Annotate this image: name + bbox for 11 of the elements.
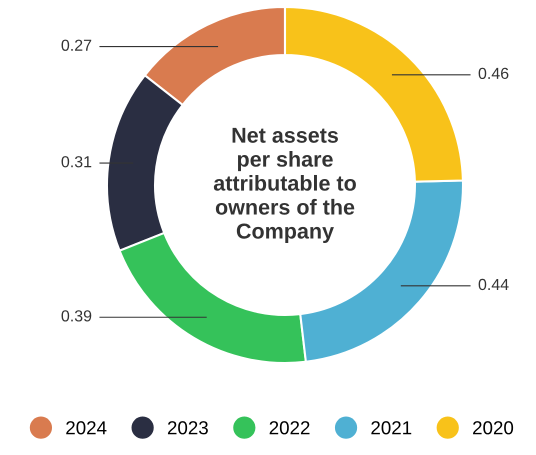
data-label: 0.44 — [478, 278, 509, 290]
legend-label: 2021 — [371, 421, 412, 434]
data-label: 0.27 — [62, 40, 92, 51]
legend-label: 2020 — [473, 421, 514, 434]
legend-label: 2024 — [66, 421, 106, 434]
data-label: 0.39 — [62, 310, 92, 322]
data-label: 0.46 — [478, 68, 508, 80]
data-label: 0.31 — [62, 156, 92, 168]
legend-label: 2023 — [168, 421, 208, 434]
legend-label: 2022 — [270, 421, 310, 434]
text: Net assets per share attributable to owners of the Company — [214, 128, 356, 243]
